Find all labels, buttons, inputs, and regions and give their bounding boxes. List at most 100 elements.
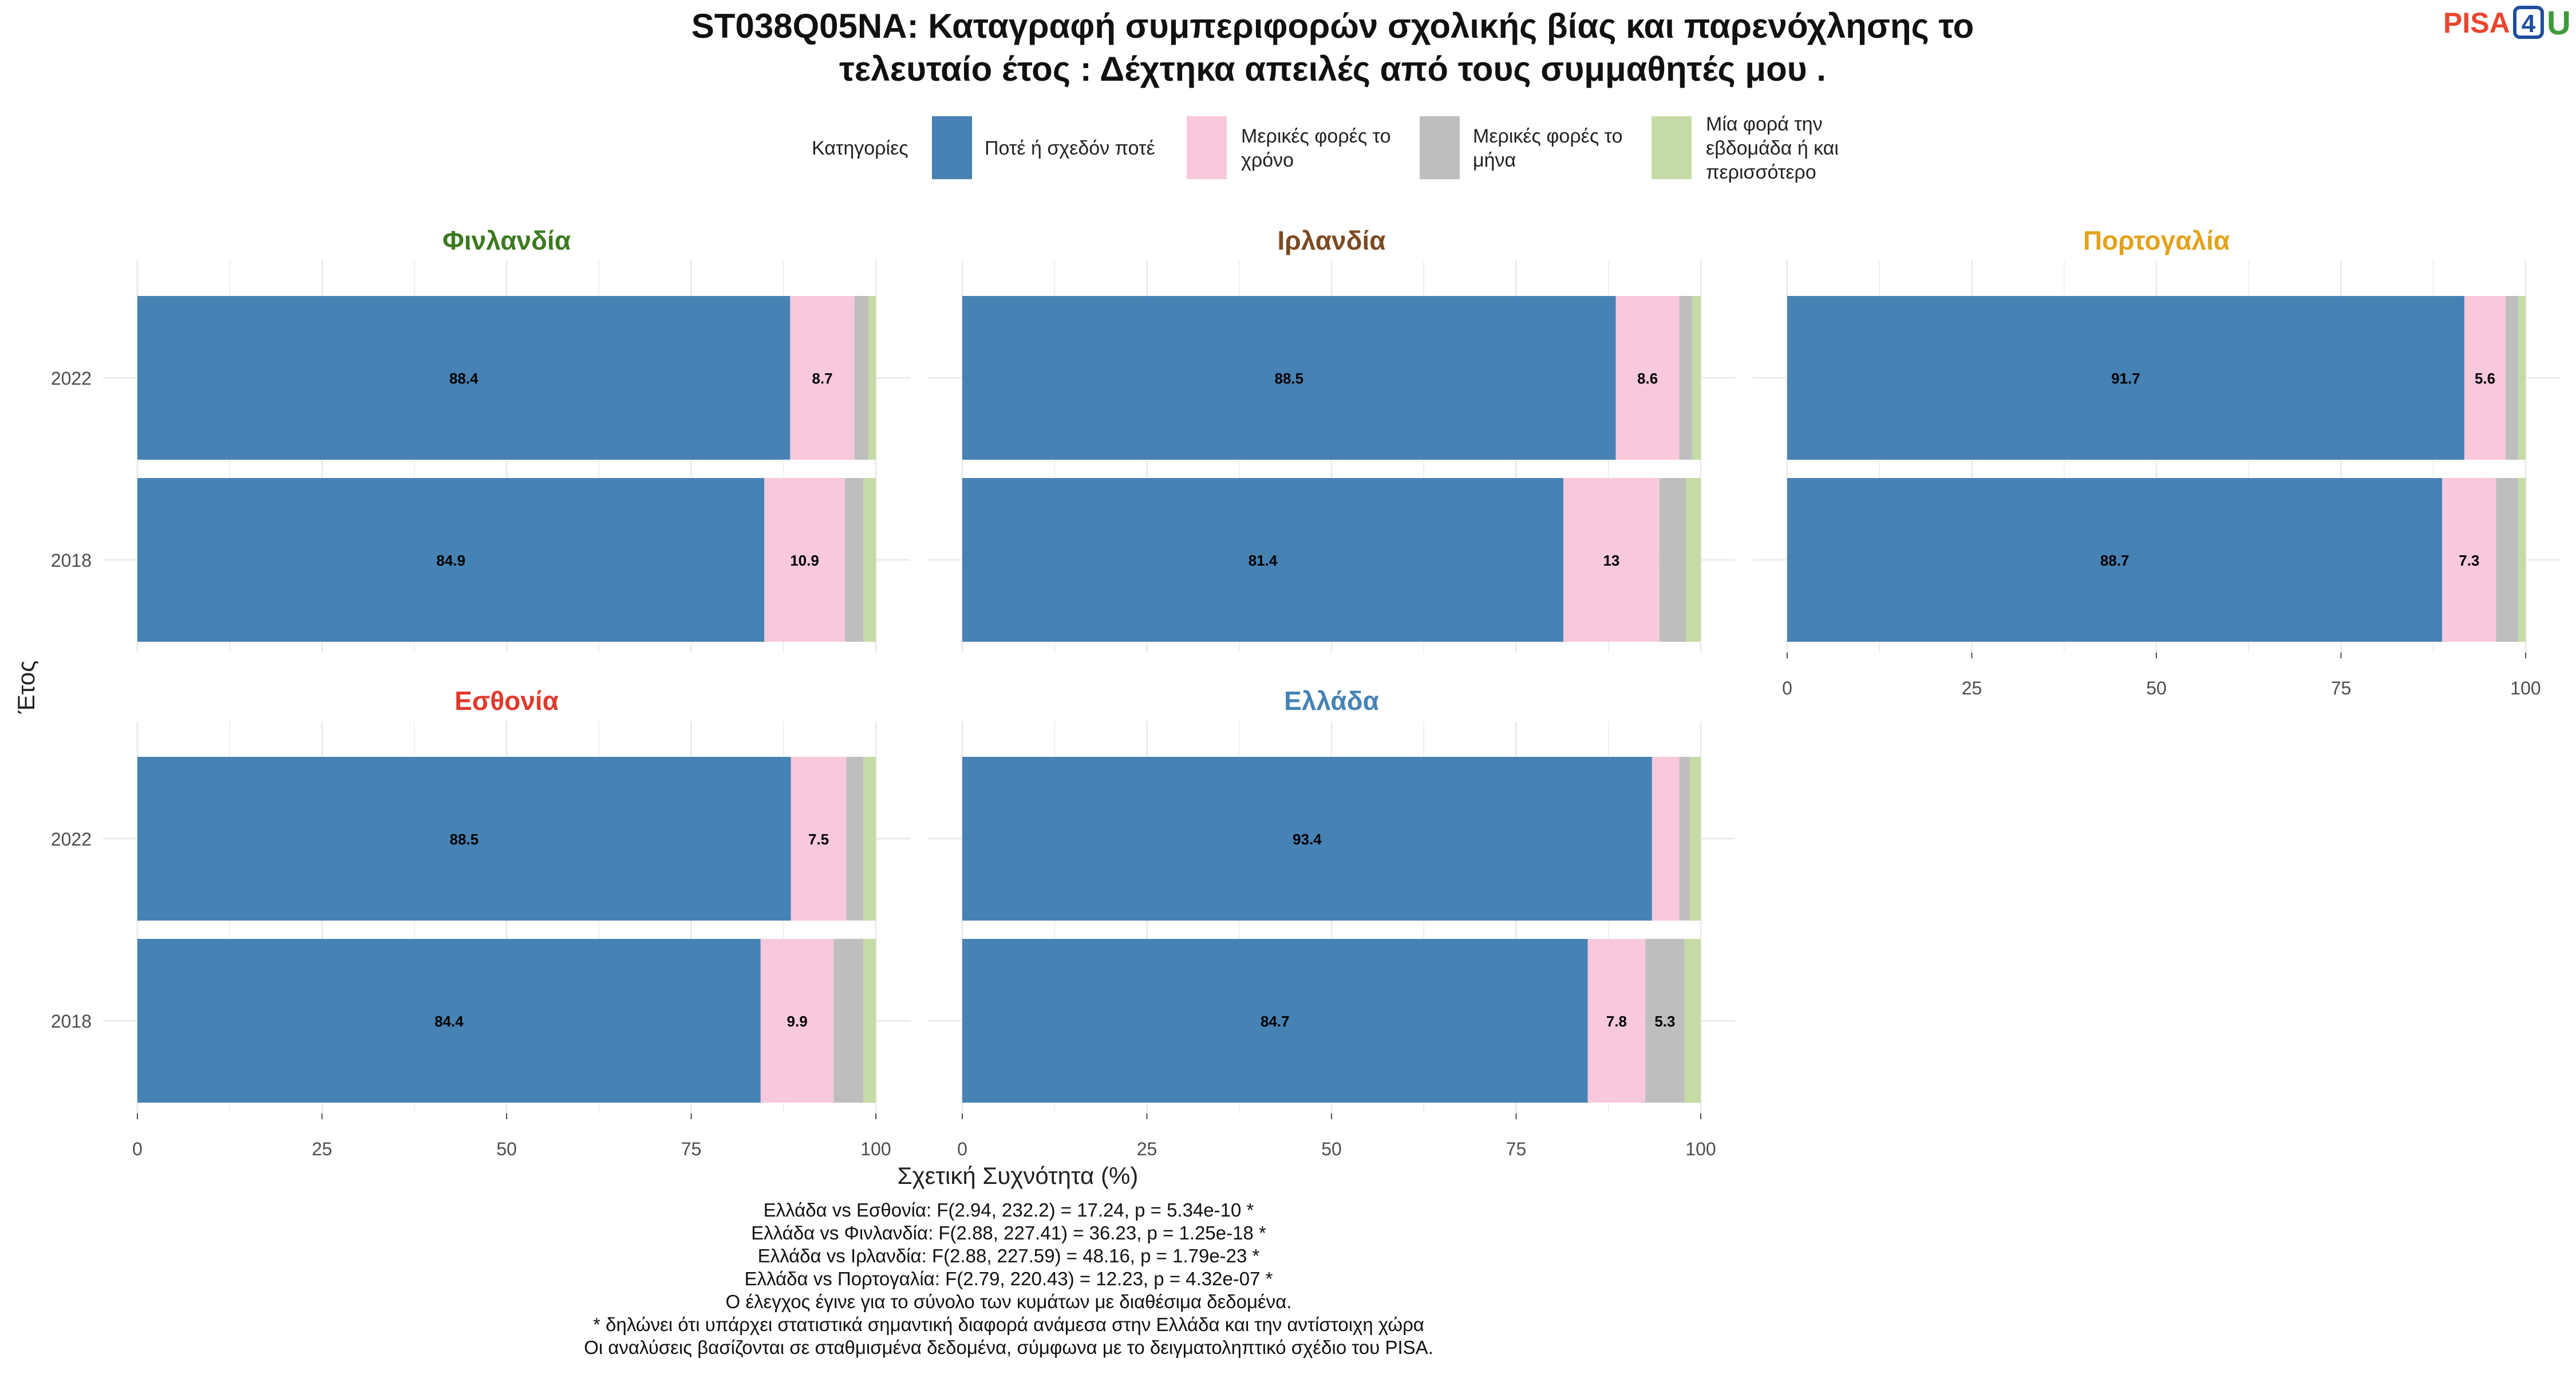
bar-segment xyxy=(2496,478,2519,642)
facet-title: Πορτογαλία xyxy=(2083,226,2230,255)
bar-segment xyxy=(1563,478,1660,642)
y-tick-label: 2022 xyxy=(51,368,92,389)
facet-panels: Φινλανδία 2022 2018 88.4 8.7 84.9 10.9 Ιρλανδία… xyxy=(51,226,2560,1159)
facet-panel: Πορτογαλία 91.7 5.6 88.7 7.3 0 25 50 75 100 xyxy=(1753,226,2560,698)
bar-segment xyxy=(2518,478,2526,642)
logo-four-text: 4 xyxy=(2522,10,2536,38)
x-tick-label: 75 xyxy=(681,1139,702,1159)
legend: Κατηγορίες Ποτέ ή σχεδόν ποτέ Μερικές φορ… xyxy=(812,113,1839,183)
data-label: 81.4 xyxy=(1249,552,1278,569)
legend-swatch xyxy=(1420,116,1460,179)
data-label: 9.9 xyxy=(787,1013,808,1030)
bar-segment xyxy=(1679,296,1692,460)
legend-title: Κατηγορίες xyxy=(812,137,908,159)
bar-segment xyxy=(854,296,869,460)
chart-title-line-2: τελευταίο έτος : Δέχτηκα απειλές από του… xyxy=(839,50,1826,88)
data-label: 7.8 xyxy=(1606,1013,1627,1030)
bar-segment xyxy=(1689,757,1701,921)
x-tick-label: 100 xyxy=(2510,678,2541,698)
facet-panel: Εσθονία 2022 2018 88.5 7.5 84.4 9.9 0 25 50 75 100 xyxy=(51,686,910,1159)
bar-segment xyxy=(790,296,855,460)
bar-segment xyxy=(1679,757,1690,921)
x-tick-label: 75 xyxy=(2331,678,2352,698)
bar-segment xyxy=(1692,296,1701,460)
bar-segment xyxy=(1652,757,1680,921)
footnote-line: * δηλώνει ότι υπάρχει στατιστικά σημαντι… xyxy=(593,1314,1424,1335)
x-tick-label: 100 xyxy=(1685,1139,1716,1159)
bar-segment xyxy=(137,478,765,642)
bar-segment xyxy=(1787,296,2464,460)
data-label: 5.6 xyxy=(2475,370,2495,387)
facet-panel: Ιρλανδία 88.5 8.6 81.4 13 xyxy=(928,226,1735,653)
data-label: 10.9 xyxy=(790,552,819,569)
y-tick-label: 2022 xyxy=(51,829,92,850)
facet-title: Εσθονία xyxy=(455,686,559,716)
footnote-line: Ο έλεγχος έγινε για το σύνολο των κυμάτω… xyxy=(726,1291,1292,1312)
x-tick-label: 50 xyxy=(1321,1139,1342,1159)
bar-segment xyxy=(1615,296,1680,460)
facet-title: Φινλανδία xyxy=(442,226,571,255)
bar-segment xyxy=(863,757,876,921)
data-label: 88.4 xyxy=(449,370,479,387)
x-axis-label: Σχετική Συχνότητα (%) xyxy=(898,1162,1139,1189)
bar-segment xyxy=(1587,939,1646,1103)
y-tick-label: 2018 xyxy=(51,1011,92,1032)
data-label: 84.4 xyxy=(434,1013,464,1030)
footnote-line: Ελλάδα vs Ιρλανδία: F(2.88, 227.59) = 48… xyxy=(758,1245,1260,1266)
x-tick-label: 75 xyxy=(1506,1139,1527,1159)
bar-segment xyxy=(863,478,876,642)
pisa4u-logo: PISA 4 U xyxy=(2443,5,2571,42)
bar-segment xyxy=(962,478,1564,642)
bar-segment xyxy=(833,939,864,1103)
bar-segment xyxy=(962,757,1652,921)
data-label: 93.4 xyxy=(1293,831,1322,848)
facet-panel: Ελλάδα 93.4 84.7 7.8 5.3 0 25 50 75 100 xyxy=(928,686,1735,1159)
bar-segment xyxy=(791,757,847,921)
y-axis-label: Έτος xyxy=(13,661,39,714)
logo-pisa-text: PISA xyxy=(2443,7,2510,39)
legend-label: Μερικές φορές το xyxy=(1241,125,1391,147)
data-label: 91.7 xyxy=(2111,370,2140,387)
data-label: 7.3 xyxy=(2459,552,2479,569)
data-label: 5.3 xyxy=(1654,1013,1675,1030)
x-tick-label: 100 xyxy=(860,1139,891,1159)
legend-swatch xyxy=(932,116,972,179)
facet-title: Ιρλανδία xyxy=(1277,226,1385,255)
data-label: 84.7 xyxy=(1261,1013,1290,1030)
legend-label: Ποτέ ή σχεδόν ποτέ xyxy=(985,137,1155,159)
data-label: 13 xyxy=(1603,552,1619,569)
bar-segment xyxy=(962,296,1616,460)
x-tick-label: 0 xyxy=(1782,678,1792,698)
bar-segment xyxy=(1659,478,1686,642)
legend-swatch xyxy=(1652,116,1692,179)
logo-four-box xyxy=(2513,6,2544,39)
bar-segment xyxy=(846,757,864,921)
footnote-line: Ελλάδα vs Φινλανδία: F(2.88, 227.41) = 3… xyxy=(751,1222,1266,1243)
bar-segment xyxy=(2464,296,2506,460)
bar-segment xyxy=(844,478,864,642)
legend-label: εβδομάδα ή και xyxy=(1706,137,1839,159)
bar-segment xyxy=(764,478,845,642)
footnote-line: Οι αναλύσεις βασίζονται σε σταθμισμένα δ… xyxy=(584,1337,1433,1358)
facet-panel: Φινλανδία 2022 2018 88.4 8.7 84.9 10.9 xyxy=(51,226,910,653)
bar-segment xyxy=(1684,939,1701,1103)
footnote-line: Ελλάδα vs Πορτογαλία: F(2.79, 220.43) = … xyxy=(744,1268,1273,1289)
bar-segment xyxy=(863,939,876,1103)
bar-segment xyxy=(2442,478,2496,642)
data-label: 8.6 xyxy=(1637,370,1658,387)
legend-label: χρόνο xyxy=(1241,149,1294,171)
bar-segment xyxy=(137,296,791,460)
bar-segment xyxy=(868,296,876,460)
x-tick-label: 0 xyxy=(957,1139,967,1159)
bar-segment xyxy=(962,939,1588,1103)
footnote-line: Ελλάδα vs Εσθονία: F(2.94, 232.2) = 17.2… xyxy=(764,1199,1254,1221)
x-tick-label: 25 xyxy=(312,1139,333,1159)
logo-u-text: U xyxy=(2547,5,2571,42)
bar-segment xyxy=(137,757,791,921)
x-tick-label: 50 xyxy=(496,1139,517,1159)
x-tick-label: 0 xyxy=(132,1139,143,1159)
chart-title-line-1: ST038Q05NA: Καταγραφή συμπεριφορών σχολι… xyxy=(692,7,1974,45)
bar-segment xyxy=(1787,478,2443,642)
bar-segment xyxy=(1686,478,1701,642)
x-tick-label: 50 xyxy=(2146,678,2167,698)
